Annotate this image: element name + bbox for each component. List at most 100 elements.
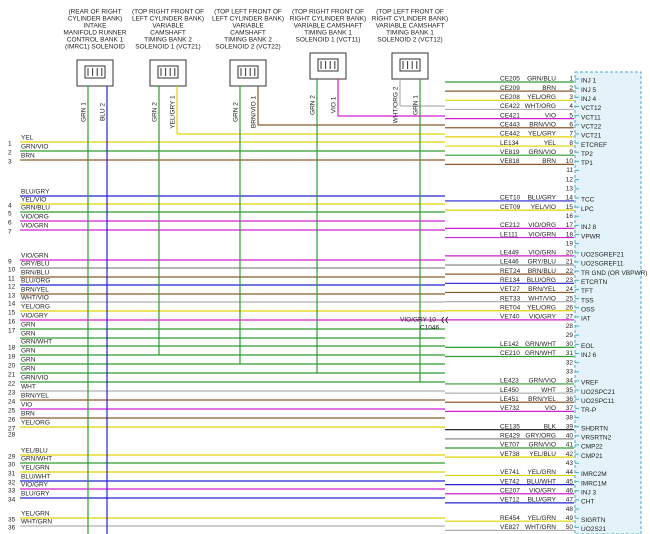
wire-color: GRN/WHT	[21, 456, 52, 463]
circuit-id: CE212	[500, 222, 520, 229]
wire-color: BRN	[542, 158, 556, 165]
wire-number: 36	[8, 525, 16, 532]
wire-number: 7	[8, 229, 12, 236]
wire-number: 19	[8, 354, 16, 361]
connector-label: VARIABLE	[152, 23, 184, 30]
wire-color: YEL	[544, 140, 557, 147]
pin-label: BRN/VIO 1	[251, 96, 258, 129]
pin-number: 6	[569, 121, 573, 128]
wire-number: 32	[8, 480, 16, 487]
wire-color: YEL/BLU	[529, 451, 556, 458]
pin-number: 25	[566, 295, 574, 302]
wire-color: YEL/GRN	[21, 465, 50, 472]
pin-number: 26	[566, 304, 574, 311]
wire-number: 2	[8, 150, 12, 157]
wire-color: YEL/GRY	[528, 131, 557, 138]
pin-number: 10	[566, 158, 574, 165]
wire-color: BLU/WHT	[21, 474, 50, 481]
pin-number: 5	[569, 112, 573, 119]
wire-number: 15	[8, 310, 16, 317]
wire-number: 33	[8, 488, 16, 495]
pin-function: INJ 4	[581, 96, 597, 103]
wire-number: 34	[8, 497, 16, 504]
pin-number: 15	[566, 204, 574, 211]
circuit-id: LE423	[500, 378, 519, 385]
pin-function: UO2SGREF21	[581, 252, 624, 259]
pin-function: TP2	[581, 151, 593, 158]
pin-function: VPWR	[581, 233, 601, 240]
wire-number: 35	[8, 517, 16, 524]
circuit-id: LE142	[500, 341, 519, 348]
pin-number: 22	[566, 268, 574, 275]
wire-color: BLU/GRY	[528, 195, 557, 202]
splice-label: VIO/GRY 10	[400, 317, 436, 324]
connector-label: SOLENOID 2 (VCT22)	[215, 44, 280, 51]
wire-number: 22	[8, 381, 16, 388]
connector-face	[317, 58, 339, 72]
pin-number: 11	[566, 167, 573, 174]
pin-number: 29	[566, 332, 574, 339]
circuit-id: VE819	[500, 149, 520, 156]
pin-number: 34	[566, 378, 574, 385]
circuit-id: RE454	[500, 515, 520, 522]
pin-function: SHDRTN	[581, 425, 608, 432]
circuit-id: LE134	[500, 140, 519, 147]
pin-function: EOL	[581, 343, 594, 350]
wire-number: 10	[8, 267, 16, 274]
pin-number: 9	[569, 149, 573, 156]
pin-number: 46	[566, 487, 574, 494]
pin-number: 14	[566, 195, 574, 202]
wire-color: GRN	[21, 348, 36, 355]
circuit-id: VE740	[500, 314, 520, 321]
wire-number: 17	[8, 328, 16, 335]
pin-function: SIGRTN	[581, 517, 606, 524]
wire-color: WHT	[21, 384, 36, 391]
wire-color: BRN/YEL	[528, 396, 556, 403]
connector-label: TIMING BANK 1	[386, 30, 434, 37]
pin-number: 40	[566, 433, 574, 440]
pin-number: 50	[566, 524, 574, 531]
circuit-id: LE449	[500, 250, 519, 257]
pin-function: TSS	[581, 297, 594, 304]
wire-color: YEL/VIO	[531, 204, 556, 211]
wire-number: 31	[8, 471, 16, 478]
pin-label: YEL/GRY 1	[170, 95, 177, 129]
circuit-id: CE209	[500, 85, 520, 92]
circuit-id: VE732	[500, 405, 520, 412]
wire-color: BRN/YEL	[21, 287, 49, 294]
pin-function: INJ 3	[581, 489, 597, 496]
pin-function: TR-P	[581, 407, 596, 414]
pin-number: 16	[566, 213, 574, 220]
wire-color: GRN/VIO	[21, 144, 48, 151]
wire-color: GRY/BLU	[21, 261, 50, 268]
circuit-id: RET33	[500, 295, 521, 302]
wire-number: 26	[8, 417, 16, 424]
pin-number: 2	[569, 85, 573, 92]
pin-number: 1	[569, 76, 573, 83]
wire-number: 18	[8, 345, 16, 352]
wire-color: GRY/ORG	[525, 433, 556, 440]
wire-color: VIO	[21, 402, 32, 409]
pin-number: 38	[566, 414, 574, 421]
wire-color: BLU/GRY	[21, 491, 50, 498]
circuit-id: VE818	[500, 158, 520, 165]
wire-number: 11	[8, 276, 15, 283]
circuit-id: CE135	[500, 423, 520, 430]
circuit-id: CE208	[500, 94, 520, 101]
pin-number: 41	[566, 442, 574, 449]
wire-color: BRN/BLU	[528, 268, 556, 275]
wire-color: GRN/WHT	[21, 339, 52, 346]
circuit-id: CET09	[500, 204, 521, 211]
pin-function: VCT12	[581, 105, 602, 112]
circuit-id: RET24	[500, 268, 521, 275]
wire-color: WHT/VIO	[21, 295, 49, 302]
connector-label: TIMING BANK 2	[144, 37, 192, 44]
connector-label: LEFT CYLINDER BANK)	[132, 16, 204, 23]
wire-color: BRN/YEL	[21, 393, 49, 400]
circuit-id: CET10	[500, 195, 521, 202]
pin-number: 24	[566, 286, 574, 293]
pin-number: 17	[566, 222, 574, 229]
wire-color: VIO/GRY	[529, 487, 557, 494]
connector-label: RIGHT CYLINDER BANK)	[290, 16, 366, 23]
